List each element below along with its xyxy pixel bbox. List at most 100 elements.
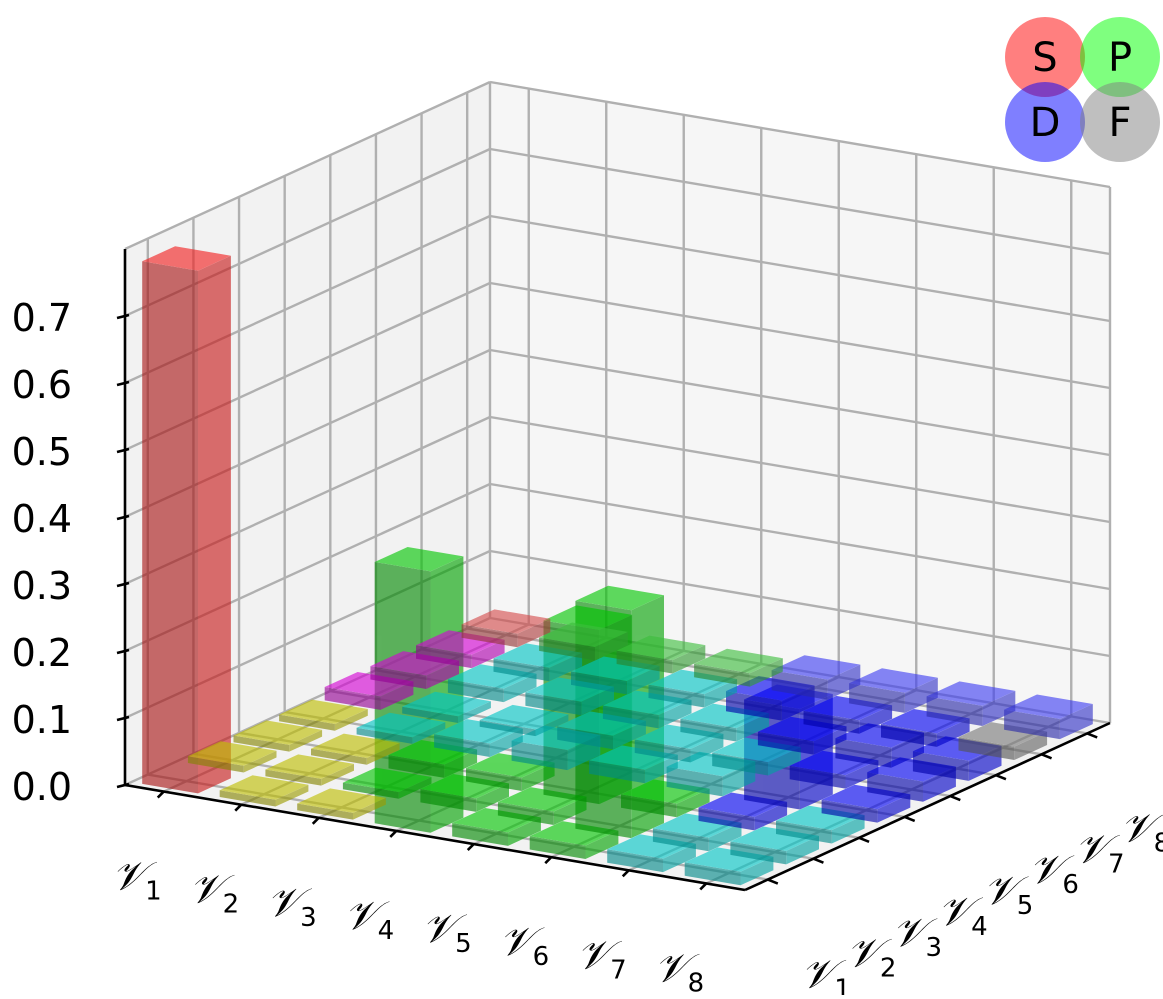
bar-face-front bbox=[621, 794, 677, 818]
axes bbox=[116, 249, 1111, 892]
bar-face-front bbox=[434, 734, 490, 757]
bar-3-1 bbox=[616, 635, 706, 674]
bar-face-front bbox=[652, 828, 709, 852]
bar-face-front bbox=[479, 720, 536, 737]
grid-line-z bbox=[489, 549, 1111, 658]
bar-face-front bbox=[447, 679, 504, 703]
bar-face-side bbox=[444, 749, 478, 778]
z-tick-label: 0.4 bbox=[12, 497, 72, 541]
bar-face-side bbox=[517, 618, 551, 648]
bar-face-side bbox=[740, 856, 774, 886]
z-tick bbox=[116, 514, 130, 521]
pane-edge bbox=[124, 80, 491, 251]
bar-1-5 bbox=[279, 699, 368, 731]
bar-face-side bbox=[471, 639, 505, 669]
legend-item-P: P bbox=[1080, 17, 1160, 97]
bar-face-top bbox=[543, 605, 633, 630]
y-tick bbox=[904, 815, 916, 823]
bar-face-side bbox=[353, 797, 386, 820]
legend-circle bbox=[1005, 17, 1085, 97]
bar-face-front bbox=[356, 727, 413, 744]
y-tick bbox=[995, 773, 1007, 781]
bar-5-7 bbox=[497, 787, 587, 825]
z-tick-label: 0.3 bbox=[12, 564, 72, 608]
bar-4-1 bbox=[694, 648, 783, 687]
y-tick-label: 𝒱7 bbox=[1075, 826, 1125, 879]
bar-face-top bbox=[616, 635, 706, 661]
bars bbox=[142, 246, 1093, 886]
legend: S P D F bbox=[1005, 17, 1160, 162]
x-tick bbox=[699, 882, 708, 891]
bar-face-front bbox=[648, 684, 705, 708]
bar-2-6 bbox=[311, 733, 400, 765]
bar-face-top bbox=[356, 712, 446, 738]
bar-face-front bbox=[511, 740, 568, 771]
bar-face-front bbox=[466, 768, 522, 791]
x-tick-label: 𝒱8 bbox=[654, 945, 704, 995]
bar-2-4 bbox=[402, 691, 491, 723]
legend-circle bbox=[1080, 82, 1160, 162]
bar-face-top bbox=[926, 681, 1016, 706]
bar-face-side bbox=[813, 726, 847, 755]
bar-face-top bbox=[265, 754, 354, 779]
x-tick bbox=[156, 790, 165, 799]
legend-circle bbox=[1005, 82, 1085, 162]
bar-face-side bbox=[398, 777, 432, 799]
bar-face-front bbox=[142, 261, 198, 794]
bar-face-side bbox=[672, 645, 706, 674]
bar-face-side bbox=[904, 677, 938, 713]
grid-line-z bbox=[489, 281, 1111, 390]
bar-face-front bbox=[602, 705, 659, 729]
y-tick bbox=[1041, 753, 1053, 760]
y-tick-label: 𝒱1 bbox=[801, 952, 851, 995]
x-tick bbox=[311, 816, 320, 825]
bar-face-side bbox=[243, 750, 277, 773]
bar-face-side bbox=[786, 835, 819, 865]
bar-face-front bbox=[539, 637, 595, 661]
z-tick bbox=[116, 447, 130, 454]
y-tick-label: 𝒱5 bbox=[983, 868, 1033, 921]
bar-face-side bbox=[736, 713, 769, 742]
bar-face-front bbox=[726, 691, 782, 721]
z-tick-label: 0.7 bbox=[12, 296, 72, 340]
bar-face-front bbox=[187, 756, 244, 773]
bar-face-top bbox=[142, 246, 231, 271]
y-tick-label: 𝒱4 bbox=[938, 889, 988, 942]
bar-face-front bbox=[881, 724, 937, 747]
bar-face-side bbox=[508, 817, 541, 846]
grid-line-z bbox=[489, 147, 1111, 256]
bar-face-top bbox=[849, 668, 938, 693]
bar-face-front bbox=[803, 710, 860, 734]
bar-face-front bbox=[420, 789, 477, 812]
bar-face-front bbox=[712, 752, 768, 776]
bar-1-1 bbox=[461, 609, 551, 648]
bar-face-front bbox=[789, 765, 846, 789]
bar-face-front bbox=[529, 836, 586, 859]
bar-face-top bbox=[233, 720, 323, 745]
pane-edge bbox=[489, 80, 1111, 189]
bar-face-side bbox=[877, 794, 911, 823]
bar-face-side bbox=[458, 701, 491, 723]
bar-face-side bbox=[754, 801, 788, 831]
z-tick-label: 0.5 bbox=[12, 430, 72, 474]
bar-face-top bbox=[461, 609, 551, 634]
bar-face-front bbox=[297, 803, 353, 820]
bar-face-side bbox=[1014, 731, 1048, 760]
bar-face-front bbox=[821, 799, 878, 823]
bar-face-side bbox=[549, 652, 583, 682]
bar-face-front bbox=[571, 671, 627, 695]
bar-face-front bbox=[849, 683, 905, 713]
bar-face-front bbox=[926, 696, 983, 726]
bar-face-front bbox=[835, 738, 892, 768]
bar-1-6 bbox=[233, 720, 323, 752]
bar-face-top bbox=[297, 788, 386, 813]
bar-face-front bbox=[589, 760, 645, 784]
bar-3-4 bbox=[479, 704, 569, 737]
bar-face-front bbox=[771, 670, 828, 700]
grid-line-z bbox=[489, 214, 1111, 323]
bar-face-side bbox=[275, 784, 309, 807]
bar-face-side bbox=[644, 754, 678, 784]
bar-face-front bbox=[311, 748, 367, 765]
x-tick bbox=[466, 843, 475, 851]
